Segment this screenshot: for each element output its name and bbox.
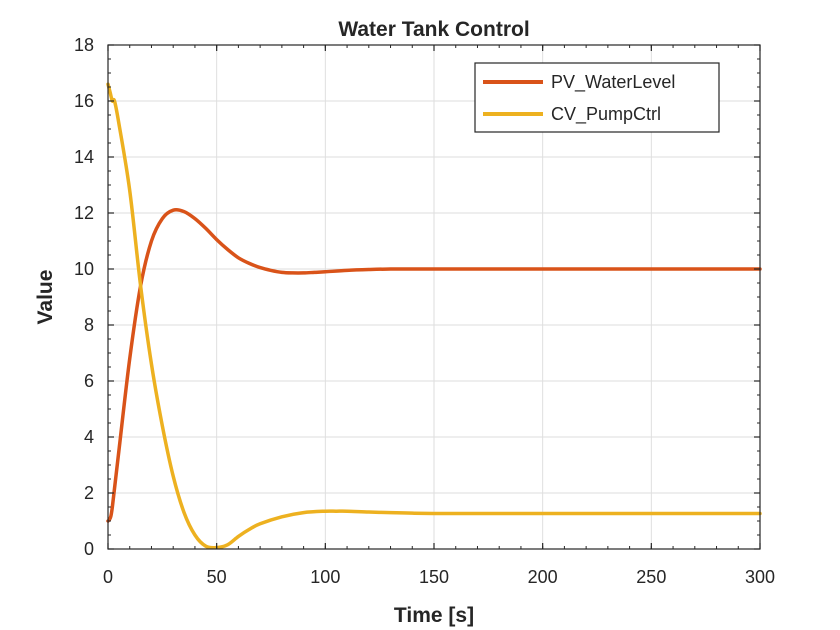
y-tick-label-16: 16 bbox=[74, 91, 94, 111]
y-tick-label-8: 8 bbox=[84, 315, 94, 335]
legend-box bbox=[474, 62, 720, 133]
y-tick-label-12: 12 bbox=[74, 203, 94, 223]
y-tick-label-4: 4 bbox=[84, 427, 94, 447]
y-tick-label-18: 18 bbox=[74, 35, 94, 55]
y-tick-label-0: 0 bbox=[84, 539, 94, 559]
legend: PV_WaterLevel CV_PumpCtrl bbox=[474, 62, 720, 133]
chart-title: Water Tank Control bbox=[338, 18, 529, 41]
x-tick-label-300: 300 bbox=[745, 567, 775, 587]
x-tick-label-100: 100 bbox=[310, 567, 340, 587]
x-tick-label-250: 250 bbox=[636, 567, 666, 587]
series-lines bbox=[106, 82, 762, 550]
y-axis-label: Value bbox=[34, 270, 57, 325]
y-tick-label-10: 10 bbox=[74, 259, 94, 279]
x-tick-label-50: 50 bbox=[207, 567, 227, 587]
y-tick-label-2: 2 bbox=[84, 483, 94, 503]
x-tick-label-150: 150 bbox=[419, 567, 449, 587]
y-tick-label-14: 14 bbox=[74, 147, 94, 167]
series-line-cv-pumpctrl bbox=[106, 82, 762, 550]
tick-labels: 0 50 100 150 200 250 300 0 2 4 6 8 10 12 14 16 18 bbox=[74, 35, 775, 587]
x-tick-label-200: 200 bbox=[528, 567, 558, 587]
x-axis-label: Time [s] bbox=[394, 604, 474, 627]
y-tick-label-6: 6 bbox=[84, 371, 94, 391]
tick-marks bbox=[107, 44, 761, 550]
legend-label-pv-waterlevel: PV_WaterLevel bbox=[551, 72, 675, 93]
legend-label-cv-pumpctrl: CV_PumpCtrl bbox=[551, 104, 661, 125]
x-tick-label-0: 0 bbox=[103, 567, 113, 587]
